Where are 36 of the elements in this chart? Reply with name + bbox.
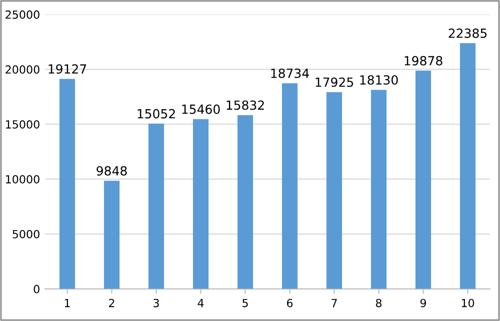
data-label: 22385 bbox=[448, 28, 487, 38]
x-tick-label: 2 bbox=[109, 298, 114, 308]
bar bbox=[415, 70, 432, 289]
bar bbox=[237, 115, 254, 289]
y-tick-label: 20000 bbox=[6, 65, 40, 74]
x-tick-label: 10 bbox=[462, 298, 474, 308]
bar bbox=[326, 92, 342, 289]
x-tick-label: 4 bbox=[198, 298, 204, 308]
data-label: 18130 bbox=[360, 75, 398, 85]
data-label: 17925 bbox=[316, 77, 354, 87]
data-label: 9848 bbox=[96, 166, 127, 176]
x-tick-label: 8 bbox=[376, 298, 382, 308]
y-tick-label: 25000 bbox=[6, 10, 40, 19]
x-tick-label: 7 bbox=[332, 298, 337, 308]
x-tick-label: 5 bbox=[242, 298, 248, 308]
data-label: 15832 bbox=[226, 100, 264, 110]
bar bbox=[370, 90, 387, 289]
data-label: 18734 bbox=[271, 68, 309, 78]
y-tick-label: 10000 bbox=[6, 175, 40, 184]
x-tick-label: 9 bbox=[420, 298, 426, 308]
data-label: 15460 bbox=[182, 104, 220, 114]
y-tick-label: 0 bbox=[34, 284, 40, 294]
bar bbox=[148, 124, 164, 289]
data-label: 19127 bbox=[48, 64, 86, 74]
data-label: 19878 bbox=[404, 56, 442, 66]
bar bbox=[460, 43, 476, 289]
data-label: 15052 bbox=[138, 109, 175, 118]
bar bbox=[192, 119, 209, 289]
bar bbox=[282, 83, 298, 289]
y-tick-label: 15000 bbox=[6, 120, 40, 129]
bar bbox=[59, 78, 76, 289]
x-tick-label: 1 bbox=[64, 298, 70, 308]
y-tick-label: 5000 bbox=[12, 230, 40, 238]
bar bbox=[104, 180, 120, 289]
x-tick-label: 3 bbox=[154, 298, 159, 308]
x-tick-label: 6 bbox=[286, 298, 293, 308]
